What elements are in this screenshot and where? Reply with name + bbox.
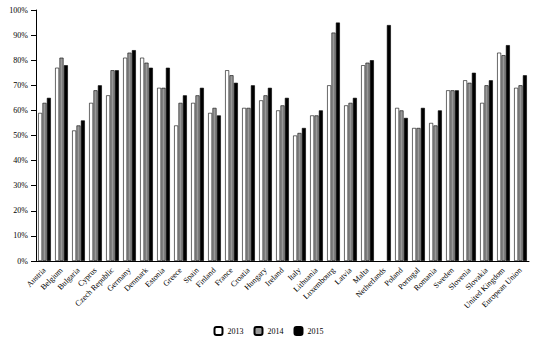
svg-text:Poland: Poland [382, 265, 405, 288]
svg-text:Croatia: Croatia [228, 265, 252, 289]
svg-text:Germany: Germany [105, 265, 133, 294]
svg-text:Austria: Austria [24, 265, 48, 289]
svg-text:Sweden: Sweden [431, 265, 456, 291]
svg-text:Luxembourg: Luxembourg [301, 266, 336, 301]
svg-text:60%: 60% [13, 106, 28, 115]
svg-text:Lithuania: Lithuania [291, 265, 320, 294]
svg-text:70%: 70% [13, 81, 28, 90]
svg-text:100%: 100% [9, 6, 28, 15]
svg-text:20%: 20% [13, 206, 28, 215]
svg-text:Spain: Spain [181, 265, 201, 285]
svg-text:2015: 2015 [308, 327, 324, 336]
svg-text:Cyprus: Cyprus [76, 265, 99, 289]
svg-text:Bulgaria: Bulgaria [56, 266, 82, 292]
svg-text:Finland: Finland [194, 266, 218, 290]
svg-text:Denmark: Denmark [122, 265, 150, 294]
svg-text:Romania: Romania [411, 265, 439, 293]
svg-text:Ireland: Ireland [263, 266, 285, 288]
svg-text:Greece: Greece [161, 266, 184, 289]
svg-text:Estonia: Estonia [143, 265, 167, 289]
svg-text:Belgium: Belgium [38, 265, 65, 292]
svg-text:40%: 40% [13, 156, 28, 165]
svg-text:Slovakia: Slovakia [463, 265, 490, 292]
svg-text:30%: 30% [13, 181, 28, 190]
svg-text:Slovenia: Slovenia [446, 265, 473, 292]
svg-text:Netherlands: Netherlands [354, 265, 388, 300]
svg-text:European Union: European Union [480, 266, 524, 310]
svg-text:France: France [212, 265, 235, 288]
svg-text:2013: 2013 [228, 327, 244, 336]
svg-text:10%: 10% [13, 231, 28, 240]
svg-text:80%: 80% [13, 56, 28, 65]
svg-text:90%: 90% [13, 31, 28, 40]
svg-text:50%: 50% [13, 131, 28, 140]
svg-text:Hungary: Hungary [243, 266, 269, 292]
svg-text:Italy: Italy [286, 265, 303, 283]
svg-text:Latvia: Latvia [333, 266, 354, 287]
svg-text:0%: 0% [17, 257, 28, 266]
svg-text:Malta: Malta [351, 265, 371, 286]
svg-text:2014: 2014 [268, 327, 284, 336]
svg-text:Czech Republic: Czech Republic [73, 265, 116, 309]
svg-text:United Kingdom: United Kingdom [462, 265, 507, 311]
svg-text:Portugal: Portugal [396, 265, 422, 292]
